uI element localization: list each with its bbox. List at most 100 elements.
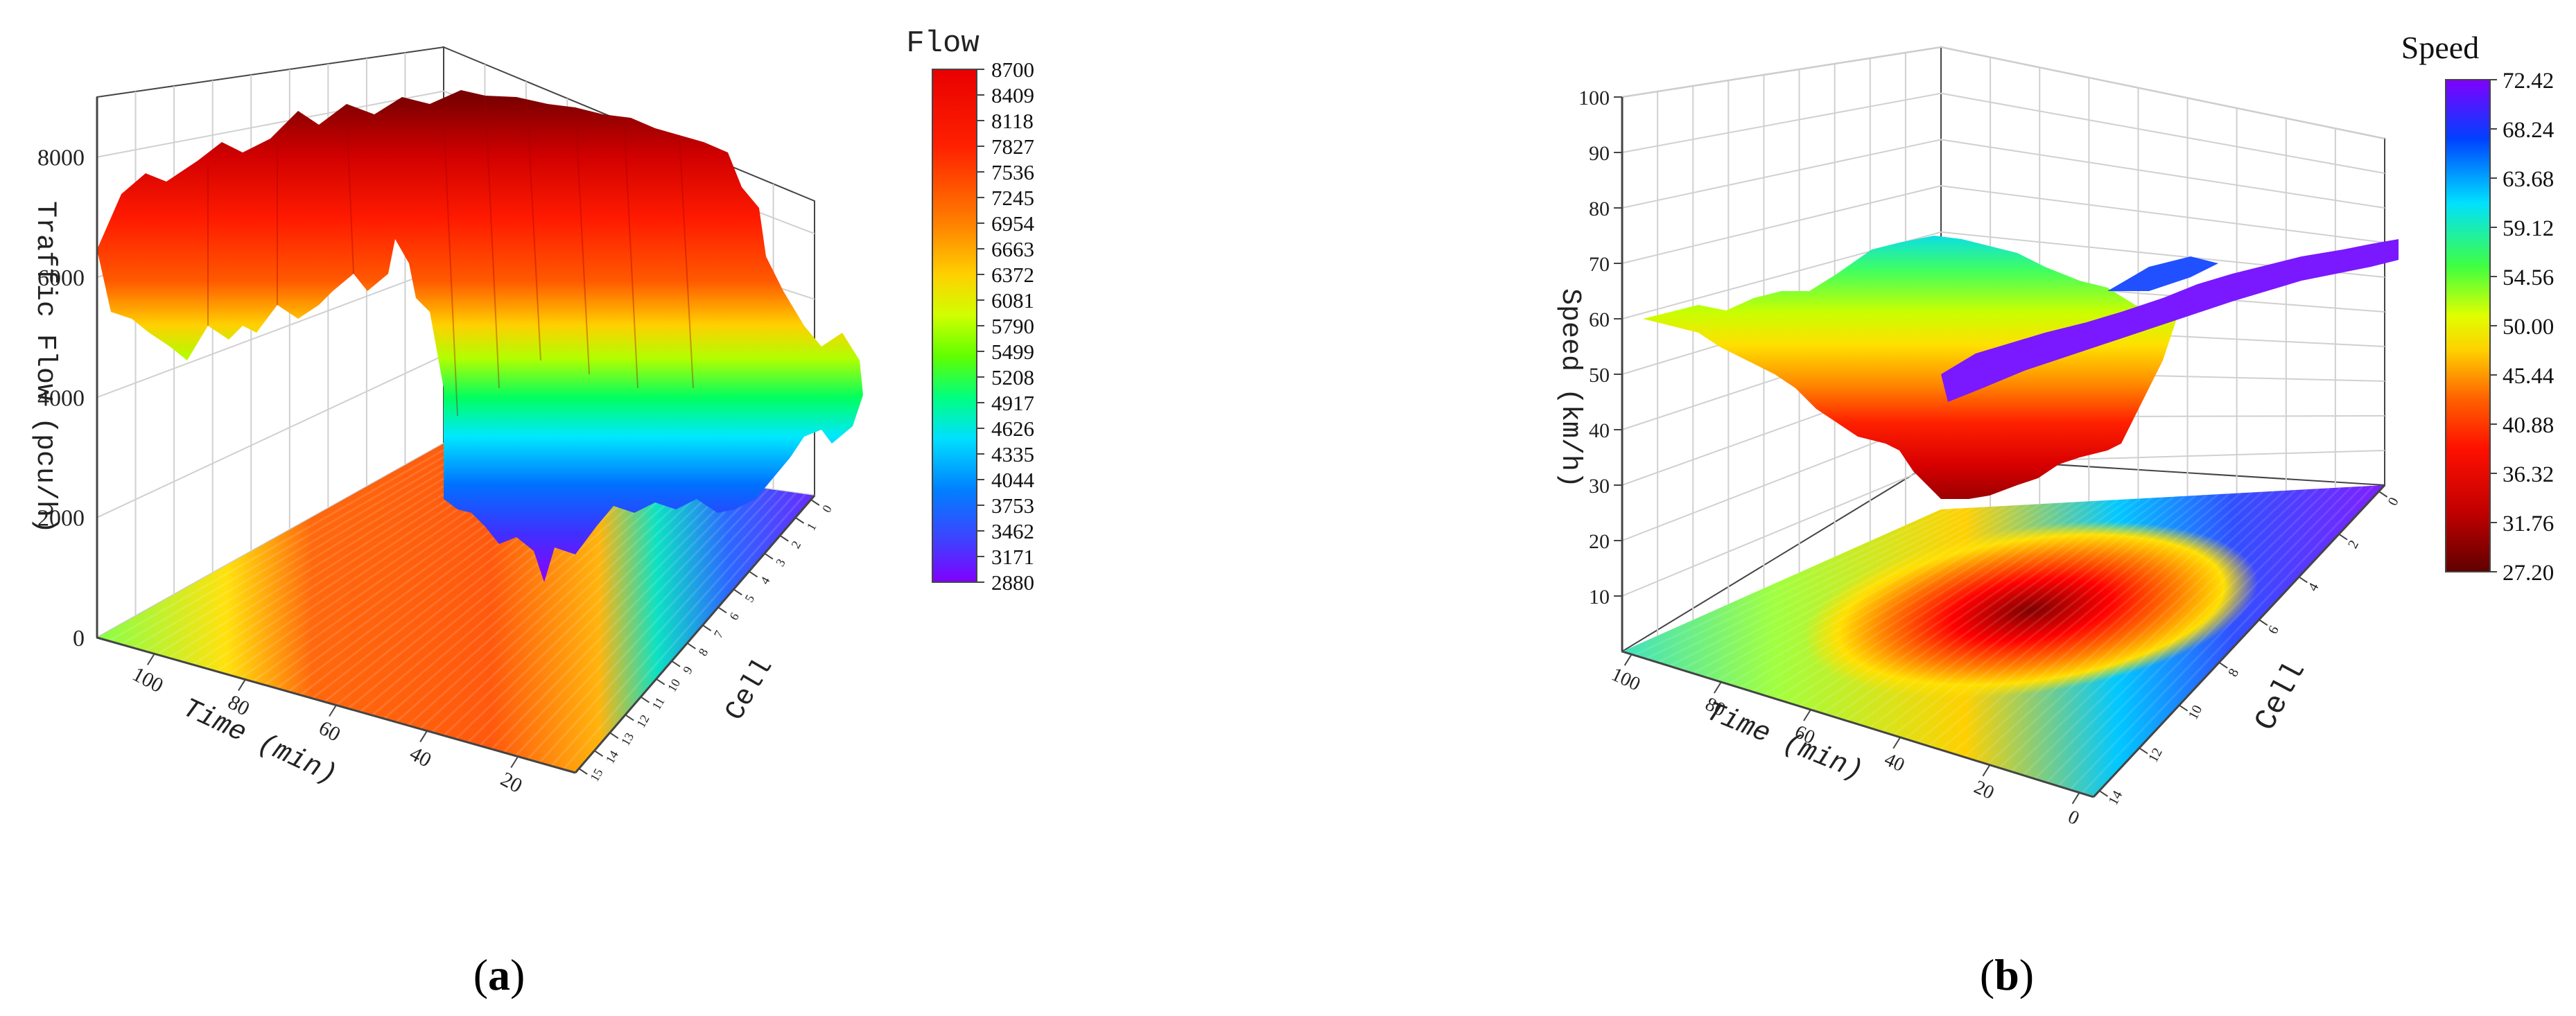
- panel-b-floor-stripe: [2045, 487, 2342, 784]
- panel-a-floor-stripe: [550, 492, 797, 767]
- panel-b-colorbar-tick-label: 50.00: [2503, 315, 2554, 340]
- panel-b-z-tick-label: 80: [1589, 198, 1610, 220]
- panel-b-floor-stripe: [1751, 502, 2064, 693]
- panel-a-z-axis-label: Traffic Flow (pcu/h): [29, 201, 60, 534]
- panel-b-colorbar-tick-label: 36.32: [2503, 462, 2554, 487]
- panel-a-floor-stripe: [156, 449, 491, 656]
- panel-a-cell-tick-label: 2: [788, 538, 803, 551]
- panel-b-speed-plateau-edge: [2107, 256, 2218, 291]
- panel-a-floor-stripe: [371, 472, 658, 717]
- panel-b-time-tick-label: 40: [1881, 748, 1908, 776]
- panel-a-cell-tick-label: 9: [680, 664, 695, 676]
- panel-b-colorbar-tick-label: 40.88: [2503, 413, 2554, 438]
- panel-a-cell-tick: [702, 624, 712, 631]
- panel-a-cell-tick-label: 7: [711, 628, 726, 640]
- panel-a-floor-stripe: [514, 488, 769, 757]
- panel-b-cell-tick: [2179, 704, 2188, 712]
- panel-b-floor-stripe: [1810, 498, 2119, 711]
- panel-b-cell-tick-label: 2: [2345, 538, 2362, 551]
- panel-a-cell-tick-label: 14: [603, 748, 621, 767]
- panel-b-time-tick: [1624, 654, 1633, 666]
- panel-a-cell-tick: [794, 517, 805, 524]
- panel-a-floor-stripe: [455, 482, 723, 740]
- panel-b-colorbar-title: Speed: [2401, 30, 2479, 65]
- panel-a-cell-tick-label: 11: [650, 695, 668, 712]
- panel-b-z-tick-label: 60: [1589, 308, 1610, 331]
- panel-a-time-tick-label: 40: [406, 742, 435, 772]
- panel-b-floor-stripe: [2069, 485, 2364, 791]
- panel-b-cell-axis-label: Cell: [2248, 656, 2313, 737]
- panel-b-floor-stripe: [1869, 496, 2175, 729]
- panel-a-time-tick: [238, 678, 246, 691]
- panel-b-time-tick-label: 20: [1971, 776, 1997, 804]
- panel-b-floor-stripe: [1645, 507, 1964, 660]
- panel-b-cell-tick-label: 14: [2105, 788, 2125, 807]
- panel-b-floor-stripe: [1775, 500, 2086, 700]
- panel-a-colorbar-title: Flow: [906, 26, 980, 61]
- panel-b-cell-tick: [2338, 533, 2348, 541]
- panel-b-time-tick: [2071, 792, 2080, 805]
- panel-b-cell-tick-label: 8: [2225, 666, 2242, 679]
- panel-b-time-tick: [1713, 681, 1722, 694]
- panel-b-z-tick-label: 70: [1589, 253, 1610, 276]
- panel-b-speed-plateau: [1941, 239, 2399, 402]
- panel-b-time-tick: [1892, 737, 1901, 749]
- panel-a-cell-tick-label: 6: [726, 610, 742, 622]
- panel-b-colorbar-tick-label: 45.44: [2503, 364, 2554, 389]
- panel-a-cell-tick-label: 13: [618, 730, 636, 748]
- panel-a-floor-stripe: [419, 478, 695, 730]
- panel-a-z-tick-label: 8000: [37, 146, 85, 171]
- panel-b-cell-tick: [2259, 619, 2268, 626]
- panel-a-surface-facets: [207, 96, 694, 417]
- panel-b-z-tick-label: 10: [1589, 586, 1610, 608]
- panel-a-colorbar-tick-label: 4626: [991, 417, 1034, 441]
- panel-a-time-tick: [419, 730, 428, 743]
- panel-b-floor-stripe: [1704, 504, 2019, 678]
- panel-b-colorbar-tick-label: 54.56: [2503, 265, 2554, 290]
- panel-a-cell-axis-label: Cell: [720, 653, 780, 726]
- panel-a-cell-tick: [686, 642, 696, 649]
- panel-a-colorbar-tick-label: 4044: [991, 468, 1035, 492]
- panel-b-floor-stripe: [1716, 503, 2030, 682]
- panel-b-floor-stripe: [1669, 506, 1986, 667]
- panel-a-floor-stripe: [478, 484, 742, 747]
- panel-a-floor-stripe: [562, 493, 806, 771]
- panel-b-floor-stripe: [1680, 505, 1997, 671]
- panel-a-time-tick: [146, 653, 155, 665]
- panel-b-colorbar-tick-label: 68.24: [2503, 118, 2554, 143]
- panel-a-cell-tick: [640, 696, 650, 703]
- panel-b-cell-tick: [2378, 491, 2388, 498]
- panel-a-floor-stripe: [144, 448, 482, 652]
- panel-a-z-tick-label: 2000: [37, 506, 85, 532]
- panel-b-floor-stripe: [2080, 484, 2375, 794]
- panel-b-floor-stripe: [1786, 500, 2097, 703]
- panel-a-colorbar-tick-label: 7245: [991, 186, 1034, 210]
- panel-a-colorbar: Flow 87008409811878277536724569546663637…: [906, 26, 1034, 595]
- panel-b-floor-stripe: [1892, 494, 2197, 736]
- panel-a-time-tick-label: 60: [315, 717, 344, 746]
- panel-b-colorbar-tick-label: 59.12: [2503, 216, 2554, 241]
- panel-b-z-tick-label: 40: [1589, 419, 1610, 442]
- panel-b-floor-stripe: [2010, 489, 2308, 773]
- panel-b-floor-stripe: [1986, 489, 2286, 765]
- panel-b-floor-stripe: [1998, 489, 2297, 769]
- panel-b-caption: (b): [1980, 950, 2034, 999]
- panel-b-z-tick-label: 20: [1589, 530, 1610, 553]
- panel-a-time-tick-label: 100: [129, 663, 167, 697]
- panel-a-colorbar-tick-label: 6663: [991, 237, 1034, 261]
- panel-a-time-axis-label: Time (min): [177, 693, 342, 791]
- panel-a-floor-stripe: [383, 473, 667, 720]
- panel-a-cell-tick: [656, 678, 665, 685]
- panel-b-colorbar-tick-label: 27.20: [2503, 561, 2554, 586]
- panel-a-z-tick-label: 6000: [37, 265, 85, 291]
- panel-b-z-tick-label: 50: [1589, 364, 1610, 387]
- panel-b-z-tick-label: 30: [1589, 475, 1610, 498]
- panel-b-floor-stripe: [1633, 507, 1953, 656]
- panel-a-colorbar-tick-label: 3753: [991, 493, 1034, 518]
- panel-a-floor-stripe: [539, 491, 787, 764]
- panel-b-floor-stripe: [1763, 501, 2075, 697]
- panel-a-colorbar-tick-label: 6081: [991, 288, 1034, 313]
- panel-b-floor-stripe: [1857, 496, 2164, 726]
- panel-a-floor-stripe: [430, 479, 704, 733]
